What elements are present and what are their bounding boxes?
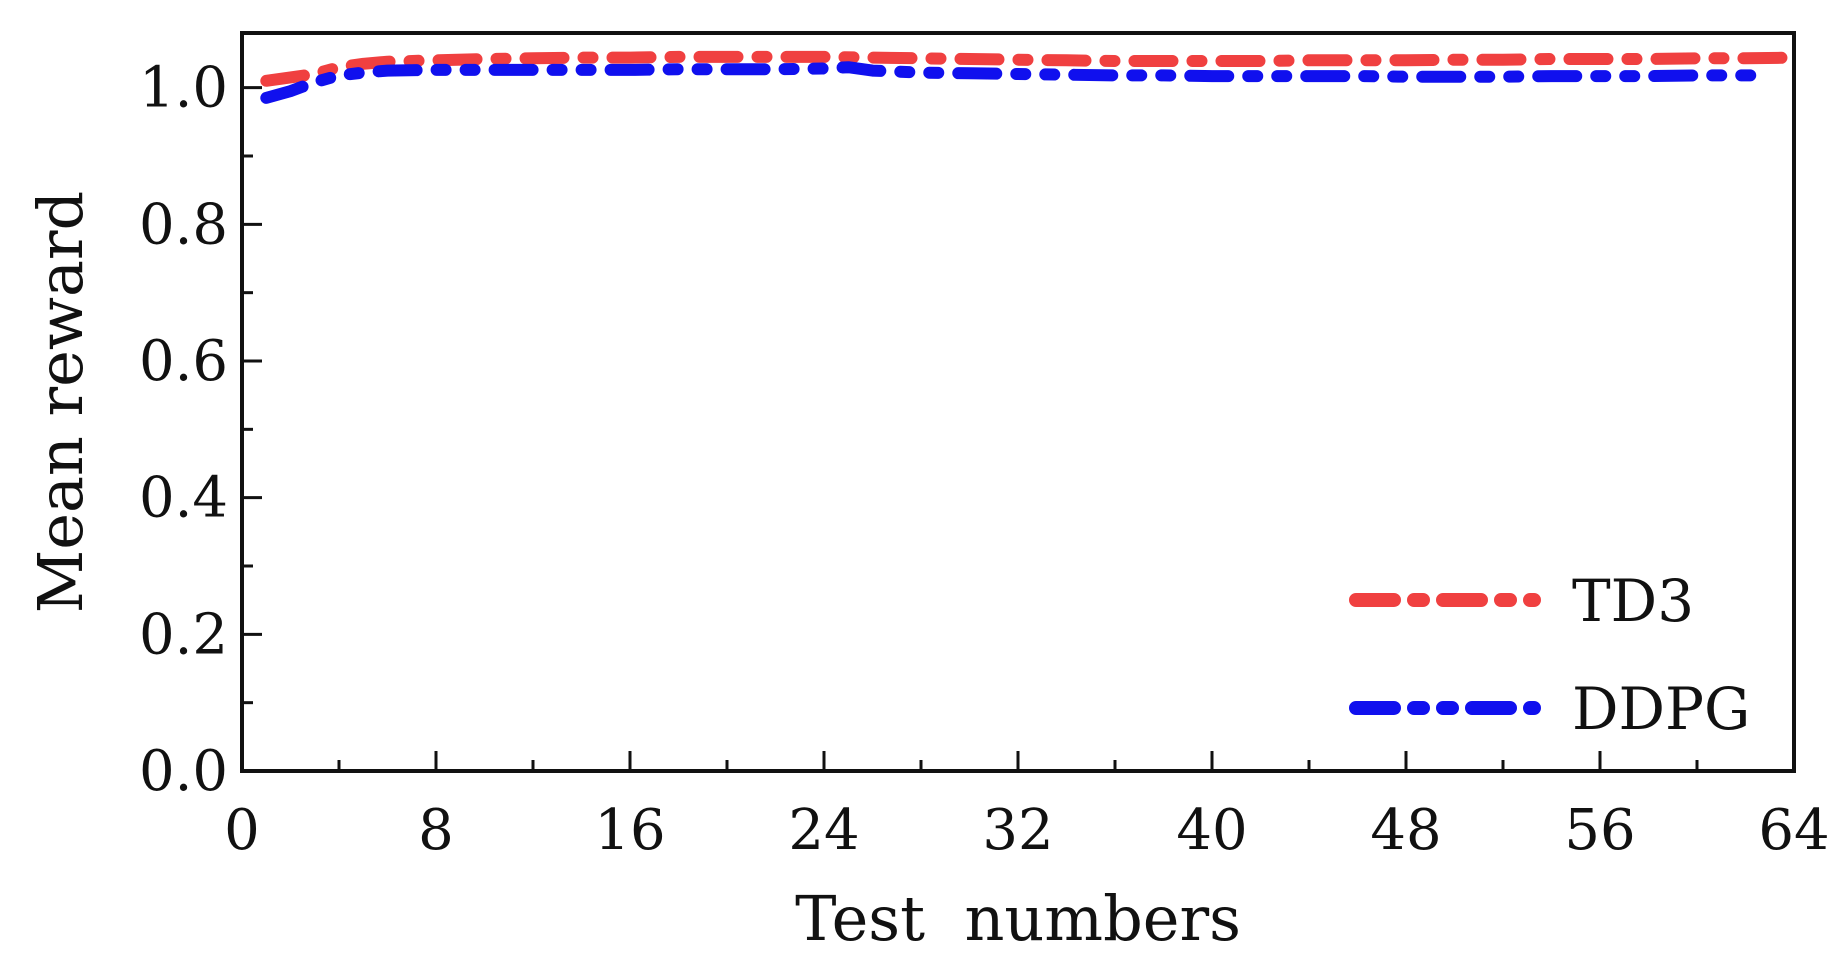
x-tick-label: 0	[224, 798, 260, 863]
x-tick-label: 24	[788, 798, 859, 863]
x-tick-label: 40	[1176, 798, 1247, 863]
x-tick-label: 16	[594, 798, 665, 863]
major-ticks	[240, 86, 1796, 773]
legend: TD3 DDPG	[1349, 567, 1750, 743]
x-tick-label: 8	[418, 798, 454, 863]
y-tick-labels: 0.0 0.2 0.4 0.6 0.8 1.0	[139, 56, 228, 804]
y-tick-label: 0.8	[139, 192, 228, 257]
y-tick-label: 0.6	[139, 329, 228, 394]
y-tick-label: 1.0	[139, 56, 228, 121]
x-tick-labels: 0 8 16 24 32 40 48 56 64	[224, 798, 1829, 863]
series-layer	[260, 50, 1800, 104]
plot-frame	[240, 31, 1796, 773]
x-tick-label: 56	[1564, 798, 1635, 863]
series-line-td3	[260, 50, 1800, 87]
y-tick-label: 0.2	[139, 602, 228, 667]
series-line-ddpg	[260, 61, 1776, 104]
legend-label-ddpg: DDPG	[1572, 675, 1750, 743]
x-tick-label: 48	[1370, 798, 1441, 863]
x-axis-title: Test numbers	[795, 882, 1241, 955]
legend-label-td3: TD3	[1572, 567, 1694, 635]
x-tick-label: 32	[982, 798, 1053, 863]
y-tick-label: 0.0	[139, 739, 228, 804]
minor-ticks	[242, 154, 1699, 771]
y-axis-title: Mean reward	[24, 191, 97, 613]
x-tick-label: 64	[1758, 798, 1829, 863]
y-tick-label: 0.4	[139, 466, 228, 531]
